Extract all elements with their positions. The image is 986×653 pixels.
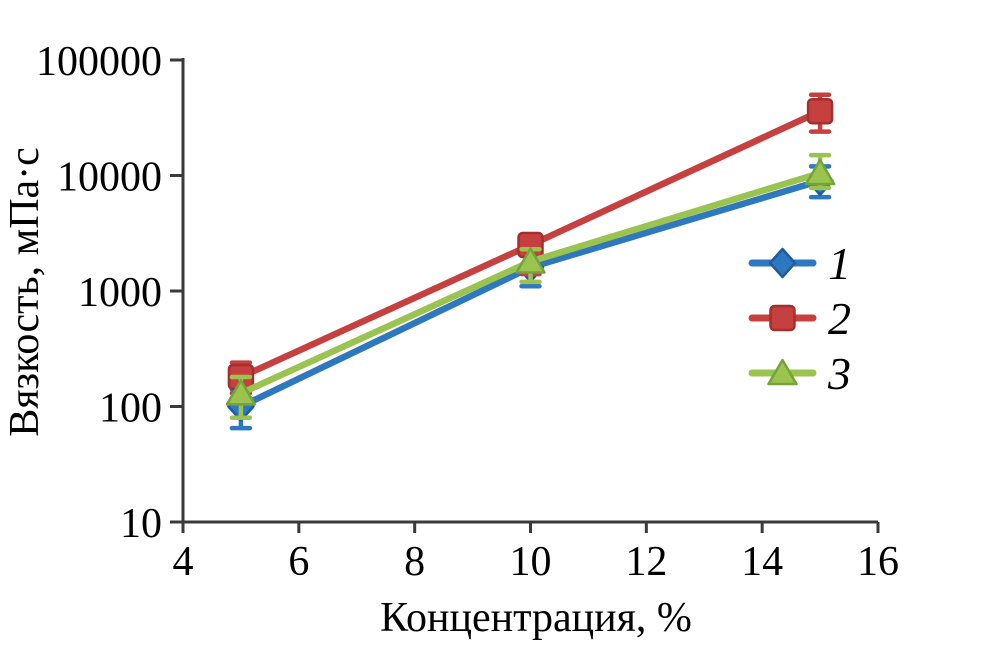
x-axis-title: Концентрация, % bbox=[380, 595, 692, 641]
y-tick-label: 1000 bbox=[78, 270, 162, 316]
series-3 bbox=[225, 152, 836, 420]
data-point-marker bbox=[806, 97, 834, 125]
y-tick-label: 10 bbox=[120, 501, 162, 547]
legend: 123 bbox=[748, 238, 851, 399]
legend-marker-square-icon bbox=[769, 304, 796, 332]
legend-marker-diamond-icon bbox=[768, 247, 797, 279]
x-axis: 4 6 8 10 12 14 16 bbox=[173, 522, 899, 585]
series-line bbox=[237, 177, 824, 410]
y-tick-label: 10000 bbox=[57, 155, 162, 201]
x-tick-label: 12 bbox=[625, 539, 667, 585]
axes-lines bbox=[181, 58, 878, 524]
legend-label: 3 bbox=[827, 348, 851, 399]
series-2 bbox=[227, 92, 834, 396]
x-tick-label: 6 bbox=[288, 539, 309, 585]
data-point-marker bbox=[225, 379, 257, 406]
x-tick-label: 16 bbox=[857, 539, 899, 585]
legend-entry-2: 2 bbox=[748, 293, 851, 344]
legend-label: 2 bbox=[828, 293, 851, 344]
legend-entry-3: 3 bbox=[748, 348, 851, 399]
y-axis: 10 100 1000 10000 100000 bbox=[36, 39, 183, 547]
legend-marker-triangle-icon bbox=[767, 358, 798, 386]
x-tick-label: 10 bbox=[510, 539, 552, 585]
y-tick-label: 100000 bbox=[36, 39, 162, 85]
x-tick-label: 4 bbox=[173, 539, 194, 585]
plot-area: 4 6 8 10 12 14 16 10 100 1000 10000 100000 bbox=[36, 39, 899, 585]
data-point-marker bbox=[515, 247, 546, 274]
y-axis-title: Вязкость, мПа·с bbox=[2, 147, 48, 437]
series-1 bbox=[227, 164, 834, 431]
legend-entry-1: 1 bbox=[748, 238, 851, 289]
data-point-marker bbox=[804, 158, 836, 186]
x-tick-label: 8 bbox=[404, 539, 425, 585]
legend-label: 1 bbox=[828, 238, 851, 289]
y-tick-label: 100 bbox=[99, 386, 162, 432]
x-tick-label: 14 bbox=[741, 539, 783, 585]
